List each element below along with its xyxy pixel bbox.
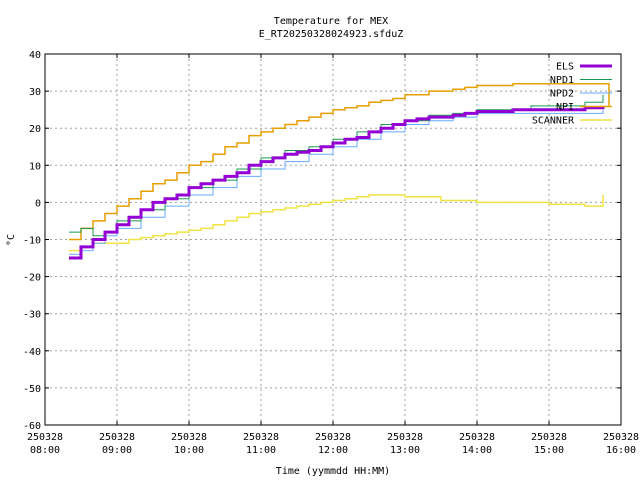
x-axis-label: Time (yymmdd HH:MM)	[276, 466, 390, 477]
series-line-els	[69, 105, 605, 260]
legend-label: NPD1	[550, 75, 574, 86]
legend-label: NPI	[556, 102, 574, 113]
x-tick-date: 250328	[459, 432, 495, 443]
series-lines	[69, 82, 610, 260]
x-tick-date: 250328	[315, 432, 351, 443]
y-axis-label: °C	[6, 234, 17, 246]
x-tick-date: 250328	[27, 432, 63, 443]
y-tick-label: 20	[29, 124, 41, 135]
y-tick-label: -40	[23, 347, 41, 358]
series-line-npi	[69, 82, 610, 241]
chart-title: Temperature for MEX	[274, 16, 388, 27]
x-tick-time: 15:00	[534, 445, 564, 456]
x-tick-time: 16:00	[606, 445, 636, 456]
x-tick-date: 250328	[243, 432, 279, 443]
y-tick-label: 40	[29, 50, 41, 61]
x-tick-time: 14:00	[462, 445, 492, 456]
y-tick-label: 30	[29, 87, 41, 98]
legend-label: ELS	[556, 62, 574, 73]
x-tick-time: 09:00	[102, 445, 132, 456]
y-tick-label: -60	[23, 421, 41, 432]
x-tick-date: 250328	[171, 432, 207, 443]
y-tick-label: -30	[23, 310, 41, 321]
y-tick-label: -10	[23, 236, 41, 247]
x-tick-date: 250328	[603, 432, 639, 443]
x-tick-time: 10:00	[174, 445, 204, 456]
x-tick-time: 13:00	[390, 445, 420, 456]
x-axis: 250328 08:00 250328 09:00 250328 10:00 250328 1…	[27, 54, 639, 456]
legend-label: NPD2	[550, 89, 574, 100]
plot-frame	[44, 53, 622, 426]
x-tick-time: 08:00	[30, 445, 60, 456]
x-tick-date: 250328	[99, 432, 135, 443]
chart-subtitle: E_RT20250328024923.sfduZ	[259, 29, 404, 40]
y-tick-label: 0	[35, 198, 41, 209]
grid	[45, 54, 621, 425]
legend-label: SCANNER	[532, 116, 575, 127]
y-tick-label: -20	[23, 273, 41, 284]
y-tick-label: -50	[23, 384, 41, 395]
x-tick-date: 250328	[387, 432, 423, 443]
series-line-scanner	[69, 194, 604, 252]
series-line-npd2	[69, 109, 604, 255]
x-tick-date: 250328	[531, 432, 567, 443]
y-tick-label: 10	[29, 161, 41, 172]
x-tick-time: 12:00	[318, 445, 348, 456]
x-tick-time: 11:00	[246, 445, 276, 456]
legend: ELS NPD1 NPD2 NPI SCANNER	[532, 62, 612, 127]
